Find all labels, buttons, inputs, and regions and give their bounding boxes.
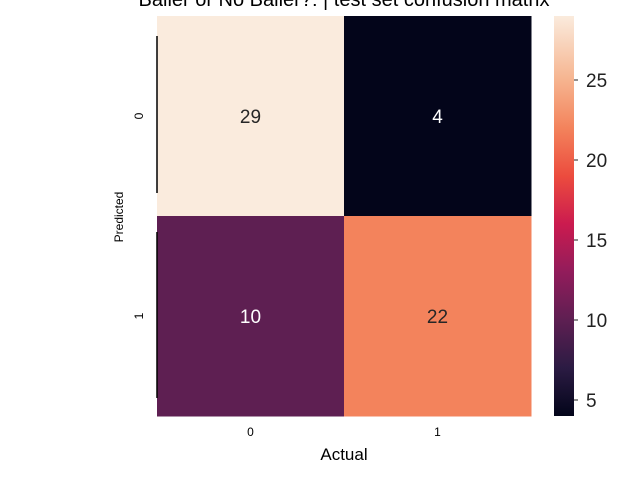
colorbar-tick-label-0: 5 [586, 391, 597, 412]
chart-title: Baller or No Baller?: | test set confusi… [139, 0, 550, 11]
y-tick-label-1: 1 [132, 312, 146, 319]
colorbar [554, 16, 574, 416]
heatmap-cell-r0-c0 [157, 16, 345, 217]
colorbar-ticks: 5 10 15 20 25 [574, 71, 607, 412]
y-axis-label: Predicted [112, 192, 126, 243]
colorbar-tick-label-2: 15 [586, 231, 607, 252]
heatmap-cell-value-r0-c0: 29 [240, 107, 261, 128]
heatmap-cell-r0-c1 [344, 16, 532, 217]
colorbar-tick-label-3: 20 [586, 151, 607, 172]
heatmap-cell-r1-c1 [344, 216, 532, 417]
x-tick-label-1: 1 [434, 425, 441, 439]
x-axis-label: Actual [320, 445, 367, 464]
x-tick-label-0: 0 [247, 425, 254, 439]
heatmap-cells: 29 4 10 22 [157, 16, 532, 417]
y-tick-label-0: 0 [132, 112, 146, 119]
colorbar-tick-label-4: 25 [586, 71, 607, 92]
heatmap-cell-value-r1-c0: 10 [240, 307, 261, 328]
colorbar-tick-label-1: 10 [586, 311, 607, 332]
heatmap-cell-r1-c0 [157, 216, 345, 417]
heatmap-cell-value-r0-c1: 4 [432, 107, 443, 128]
heatmap-cell-value-r1-c1: 22 [427, 307, 448, 328]
y-tick-labels: 01 [132, 112, 146, 319]
